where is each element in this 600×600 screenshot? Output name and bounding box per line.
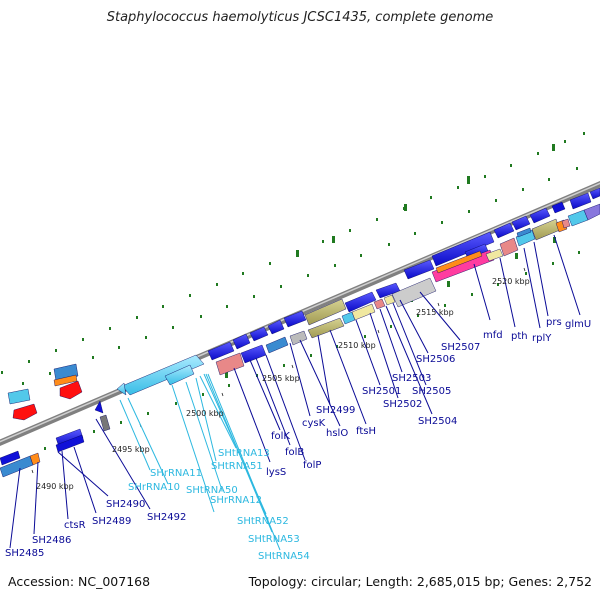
forward-strand-features bbox=[0, 187, 600, 478]
cds-arrow bbox=[344, 291, 377, 313]
cds-arrow bbox=[391, 277, 437, 308]
gene-label-sh2507[interactable]: SH2507 bbox=[441, 342, 480, 353]
gene-labels: SH2485 SH2486 ctsR SH2489 SH2490 SH2492 … bbox=[5, 317, 591, 562]
cds-arrow bbox=[516, 227, 532, 238]
cds-arrow bbox=[499, 237, 519, 257]
cds-arrow bbox=[267, 319, 285, 335]
cds-arrow bbox=[583, 203, 600, 221]
gene-label-sh2486[interactable]: SH2486 bbox=[32, 535, 71, 546]
scale-label-2490: 2490 kbp bbox=[36, 482, 74, 491]
cds-arrow bbox=[116, 382, 127, 396]
gene-label-rply[interactable]: rplY bbox=[532, 333, 552, 344]
gene-label-glmu[interactable]: glmU bbox=[565, 319, 591, 330]
cds-arrow bbox=[12, 403, 38, 421]
cds-arrow bbox=[511, 215, 531, 231]
gene-label-shrrna10[interactable]: SHrRNA10 bbox=[128, 482, 180, 493]
cds-arrow bbox=[561, 218, 571, 229]
gene-label-sh2506[interactable]: SH2506 bbox=[416, 354, 455, 365]
cds-arrow bbox=[55, 434, 85, 453]
cds-arrow bbox=[0, 450, 21, 466]
cds-arrow bbox=[351, 303, 376, 321]
gene-label-shtrna53[interactable]: SHtRNA53 bbox=[248, 534, 300, 545]
cds-arrow bbox=[265, 336, 289, 354]
gene-label-shtrna13[interactable]: SHtRNA13 bbox=[218, 448, 270, 459]
cds-arrow bbox=[569, 192, 592, 210]
cds-arrow bbox=[373, 298, 386, 310]
accession-text: Accession: NC_007168 bbox=[8, 574, 151, 589]
cds-arrow bbox=[232, 333, 251, 350]
cds-arrow bbox=[7, 388, 31, 405]
cds-arrow bbox=[53, 374, 78, 387]
gene-label-sh2492[interactable]: SH2492 bbox=[147, 512, 186, 523]
gene-label-ftsh[interactable]: ftsH bbox=[356, 426, 376, 437]
cds-arrow bbox=[121, 354, 205, 396]
map-title: Staphylococcus haemolyticus JCSC1435, co… bbox=[106, 10, 494, 25]
cds-arrow bbox=[529, 207, 551, 224]
gc-dots-outer bbox=[1, 132, 585, 385]
leader-lines bbox=[9, 234, 581, 551]
cds-arrow bbox=[207, 341, 235, 361]
gene-label-shrrna11[interactable]: SHrRNA11 bbox=[150, 468, 202, 479]
gene-label-sh2504[interactable]: SH2504 bbox=[418, 416, 457, 427]
gene-label-hslo[interactable]: hslO bbox=[326, 428, 348, 439]
cds-arrow bbox=[485, 248, 504, 262]
gene-label-sh2503[interactable]: SH2503 bbox=[392, 373, 431, 384]
gene-label-sh2490[interactable]: SH2490 bbox=[106, 499, 145, 510]
gene-label-sh2505[interactable]: SH2505 bbox=[412, 386, 451, 397]
gene-label-shtrna52[interactable]: SHtRNA52 bbox=[237, 516, 289, 527]
gene-label-sh2489[interactable]: SH2489 bbox=[92, 516, 131, 527]
cds-arrow bbox=[403, 259, 435, 280]
gene-label-shtrna51[interactable]: SHtRNA51 bbox=[211, 461, 263, 472]
cds-arrow bbox=[589, 187, 600, 200]
cds-arrow bbox=[383, 294, 396, 306]
gene-label-sh2499[interactable]: SH2499 bbox=[316, 405, 355, 416]
scale-label-2520: 2520 kbp bbox=[492, 277, 530, 286]
scale-label-2515: 2515 kbp bbox=[416, 308, 454, 317]
cds-arrow bbox=[59, 380, 83, 400]
genome-summary-text: Topology: circular; Length: 2,685,015 bp… bbox=[248, 574, 592, 589]
gene-label-pth[interactable]: pth bbox=[511, 331, 528, 342]
cds-arrow bbox=[164, 364, 195, 386]
cds-arrow bbox=[435, 250, 483, 274]
cds-arrow bbox=[249, 326, 269, 342]
cds-arrow bbox=[99, 414, 111, 432]
gene-label-prs[interactable]: prs bbox=[546, 317, 562, 328]
gene-label-sh2502[interactable]: SH2502 bbox=[383, 399, 422, 410]
gene-label-mfd[interactable]: mfd bbox=[483, 330, 503, 341]
cds-arrow bbox=[215, 352, 245, 376]
cds-arrow bbox=[307, 317, 345, 339]
scale-labels: 2490 kbp 2495 kbp 2500 kbp 2505 kbp 2510… bbox=[36, 277, 530, 491]
scale-label-2510: 2510 kbp bbox=[338, 341, 376, 350]
gene-label-ctsr[interactable]: ctsR bbox=[64, 520, 86, 531]
gene-label-folk[interactable]: folK bbox=[271, 431, 290, 442]
gene-label-shtrna50[interactable]: SHtRNA50 bbox=[186, 485, 238, 496]
cds-arrow bbox=[493, 222, 515, 239]
cds-arrow bbox=[289, 330, 308, 346]
cds-arrow bbox=[304, 298, 347, 326]
cds-arrow bbox=[94, 400, 104, 414]
gene-label-cysk[interactable]: cysK bbox=[302, 418, 326, 429]
scale-label-2495: 2495 kbp bbox=[112, 445, 150, 454]
gene-label-sh2485[interactable]: SH2485 bbox=[5, 548, 44, 559]
gene-label-folp[interactable]: folP bbox=[303, 460, 321, 471]
cds-arrow bbox=[283, 310, 307, 328]
scale-label-2500: 2500 kbp bbox=[186, 409, 224, 418]
gene-label-folb[interactable]: folB bbox=[285, 447, 304, 458]
gene-label-shtrna54[interactable]: SHtRNA54 bbox=[258, 551, 310, 562]
cds-arrow bbox=[240, 344, 267, 364]
cds-arrow bbox=[551, 201, 566, 214]
gene-label-sh2501[interactable]: SH2501 bbox=[362, 386, 401, 397]
cds-arrow bbox=[431, 231, 495, 267]
gene-label-lyss[interactable]: lysS bbox=[266, 467, 286, 478]
scale-label-2505: 2505 kbp bbox=[262, 374, 300, 383]
gene-label-shrrna12[interactable]: SHrRNA12 bbox=[210, 495, 262, 506]
scale-ticks bbox=[31, 267, 526, 474]
